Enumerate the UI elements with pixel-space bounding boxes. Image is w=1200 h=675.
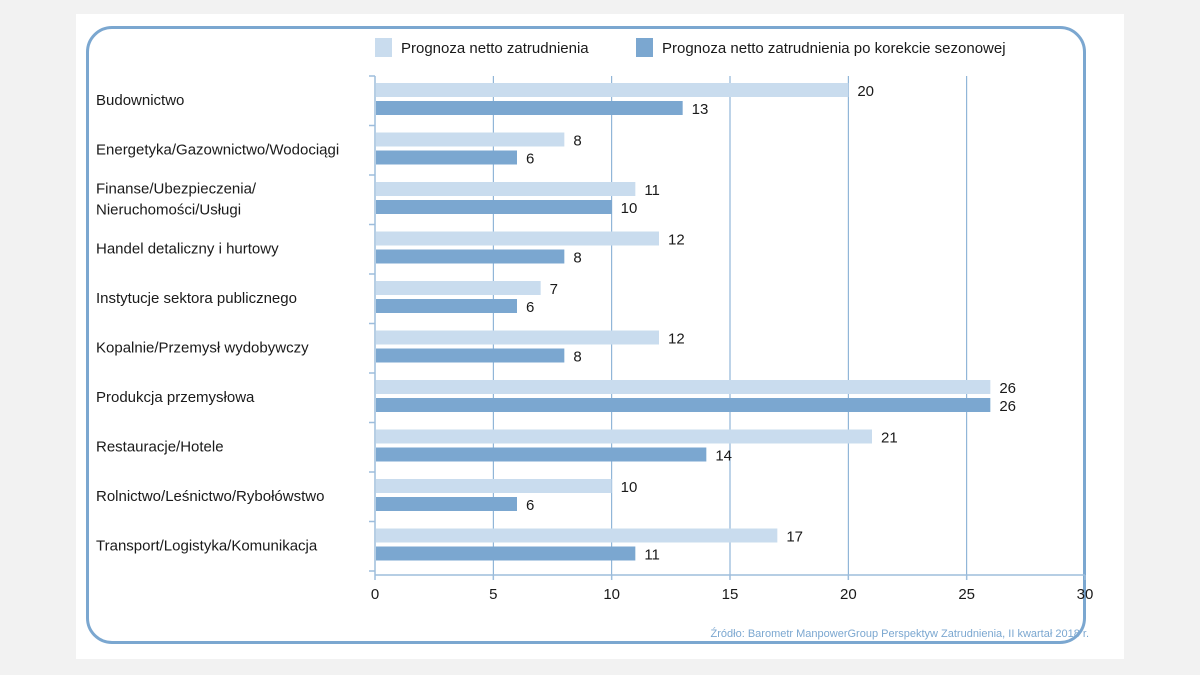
x-tick-label: 15 xyxy=(722,586,739,603)
bar-series-1 xyxy=(376,528,778,543)
bar-series-1 xyxy=(376,231,659,246)
category-label: Finanse/Ubezpieczenia/Nieruchomości/Usłu… xyxy=(96,181,257,219)
value-label-series-1: 10 xyxy=(621,479,638,496)
axes xyxy=(369,75,1086,580)
value-label-series-1: 26 xyxy=(999,380,1016,397)
value-label-series-2: 11 xyxy=(644,547,660,564)
x-tick-label: 5 xyxy=(489,586,497,603)
value-label-series-1: 21 xyxy=(881,430,898,447)
category-label: Kopalnie/Przemysł wydobywczy xyxy=(96,340,309,357)
value-label-series-2: 6 xyxy=(526,151,534,168)
x-tick-label: 20 xyxy=(840,586,857,603)
category-label: Restauracje/Hotele xyxy=(96,439,224,456)
bar-series-1 xyxy=(376,380,991,394)
category-label: Energetyka/Gazownictwo/Wodociągi xyxy=(96,142,339,159)
bar-series-2 xyxy=(376,348,565,363)
category-label: Budownictwo xyxy=(96,92,184,109)
legend-swatch-series-1 xyxy=(375,38,392,57)
value-label-series-1: 12 xyxy=(668,331,685,348)
legend: Prognoza netto zatrudnienia Prognoza net… xyxy=(375,38,1006,57)
x-tick-label: 25 xyxy=(958,586,975,603)
value-label-series-2: 10 xyxy=(621,200,638,217)
legend-label-series-1: Prognoza netto zatrudnienia xyxy=(401,40,589,57)
category-label: Rolnictwo/Leśnictwo/Rybołówstwo xyxy=(96,488,324,505)
category-label-line: Nieruchomości/Usługi xyxy=(96,202,241,219)
gridlines xyxy=(492,76,1086,575)
bar-series-2 xyxy=(376,200,612,214)
bar-series-2 xyxy=(376,447,707,462)
bar-series-1 xyxy=(376,330,659,345)
bar-series-1 xyxy=(376,132,565,147)
bar-series-1 xyxy=(376,182,636,196)
category-label-line: Finanse/Ubezpieczenia/ xyxy=(96,181,257,198)
bar-series-2 xyxy=(376,546,636,561)
category-label: Transport/Logistyka/Komunikacja xyxy=(96,538,318,555)
bar-series-2 xyxy=(376,398,991,412)
value-label-series-2: 14 xyxy=(715,448,732,465)
x-tick-label: 10 xyxy=(603,586,620,603)
value-label-series-2: 6 xyxy=(526,497,534,514)
value-label-series-2: 6 xyxy=(526,299,534,316)
bar-series-2 xyxy=(376,497,517,511)
value-label-series-1: 20 xyxy=(857,83,874,100)
category-label: Produkcja przemysłowa xyxy=(96,389,255,406)
bar-series-2 xyxy=(376,249,565,264)
value-label-series-2: 8 xyxy=(573,349,581,366)
bars xyxy=(376,83,991,561)
legend-swatch-series-2 xyxy=(636,38,653,57)
value-label-series-1: 7 xyxy=(550,281,558,298)
value-label-series-1: 11 xyxy=(644,182,660,199)
bar-series-1 xyxy=(376,281,541,295)
bar-series-1 xyxy=(376,479,612,493)
bar-series-1 xyxy=(376,83,849,97)
bar-series-1 xyxy=(376,429,872,444)
source-note: Źródło: Barometr ManpowerGroup Perspekty… xyxy=(711,627,1089,640)
legend-label-series-2: Prognoza netto zatrudnienia po korekcie … xyxy=(662,40,1006,57)
category-label: Instytucje sektora publicznego xyxy=(96,290,297,307)
value-label-series-1: 17 xyxy=(786,529,803,546)
bar-series-2 xyxy=(376,101,683,115)
value-label-series-1: 8 xyxy=(573,133,581,150)
bar-series-2 xyxy=(376,150,517,165)
x-tick-label: 0 xyxy=(371,586,379,603)
category-labels: Budownictwo Energetyka/Gazownictwo/Wodoci… xyxy=(96,92,339,555)
bar-series-2 xyxy=(376,299,517,313)
x-tick-label: 30 xyxy=(1077,586,1094,603)
category-label: Handel detaliczny i hurtowy xyxy=(96,241,279,258)
value-label-series-2: 13 xyxy=(692,101,709,118)
value-label-series-2: 26 xyxy=(999,398,1016,415)
value-label-series-2: 8 xyxy=(573,250,581,267)
tick-labels: 0 5 10 15 20 25 30 xyxy=(371,586,1094,603)
value-label-series-1: 12 xyxy=(668,232,685,249)
